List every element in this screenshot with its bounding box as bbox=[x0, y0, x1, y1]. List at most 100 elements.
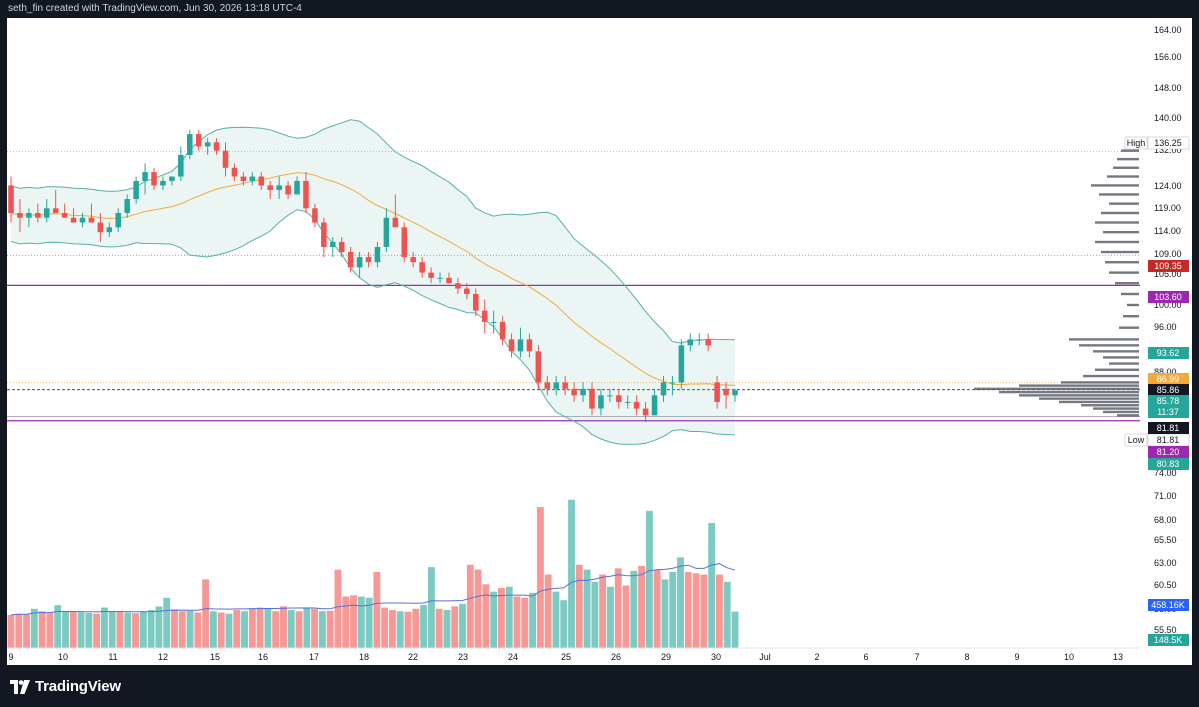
candle-body bbox=[526, 339, 533, 352]
volume-bar bbox=[498, 587, 505, 648]
candle-body bbox=[580, 388, 586, 396]
volume-bar bbox=[54, 605, 62, 648]
time-tick-label: 30 bbox=[711, 652, 721, 662]
candle-body bbox=[678, 345, 685, 383]
candle-body bbox=[347, 252, 354, 268]
volume-profile-bar bbox=[1105, 261, 1139, 264]
candle-body bbox=[732, 390, 738, 396]
price-label-box bbox=[1148, 347, 1189, 359]
candle-body bbox=[43, 208, 50, 218]
time-tick-label: 24 bbox=[508, 652, 518, 662]
volume-profile-bar bbox=[974, 387, 1139, 391]
volume-bar bbox=[303, 607, 311, 648]
bollinger-upper-line bbox=[10, 119, 736, 344]
volume-bar bbox=[692, 573, 700, 648]
volume-bar bbox=[342, 596, 350, 648]
volume-bar bbox=[583, 569, 591, 648]
candle-body bbox=[651, 395, 658, 416]
volume-bar bbox=[505, 586, 513, 648]
candle-body bbox=[383, 217, 390, 247]
volume-profile-bar bbox=[1061, 381, 1139, 384]
volume-bar bbox=[357, 596, 365, 648]
volume-bar bbox=[85, 612, 93, 648]
time-tick-label: 29 bbox=[661, 652, 671, 662]
volume-profile-bar bbox=[1059, 400, 1139, 404]
volume-bar bbox=[536, 507, 544, 648]
volume-profile-bar bbox=[1123, 315, 1139, 318]
volume-bar bbox=[412, 608, 420, 648]
price-scale-bg bbox=[1140, 18, 1192, 665]
volume-bar bbox=[708, 523, 716, 648]
brand[interactable]: TradingView bbox=[10, 678, 121, 695]
chart-panel[interactable]: 9 10 11 12 15 16 17 18 22 23 24 25 26 29 30 Jul 2 6 7 8 9 10 1… bbox=[7, 18, 1192, 665]
candle-body bbox=[356, 257, 363, 268]
volume-bar bbox=[474, 569, 482, 648]
price-label-box bbox=[1148, 458, 1189, 470]
candle-body bbox=[633, 401, 640, 409]
candles bbox=[8, 129, 738, 423]
candle-body bbox=[535, 351, 542, 383]
volume-bar bbox=[552, 591, 560, 648]
volume-profile-bar bbox=[1115, 281, 1139, 285]
candle-body bbox=[142, 172, 148, 181]
volume-bar bbox=[311, 608, 319, 648]
price-label-box bbox=[1148, 260, 1189, 272]
volume-profile-bar bbox=[1103, 356, 1139, 359]
volume-bar bbox=[256, 607, 264, 648]
time-tick-label: 11 bbox=[108, 652, 117, 662]
brand-name: TradingView bbox=[35, 678, 121, 695]
candle-body bbox=[553, 382, 560, 389]
candle-body bbox=[204, 142, 211, 147]
volume-profile-bar bbox=[1083, 374, 1139, 378]
volume-profile-bar bbox=[1107, 175, 1139, 178]
candle-body bbox=[714, 382, 720, 402]
candle-body bbox=[410, 257, 416, 263]
candle-body bbox=[446, 277, 452, 284]
volume-bar bbox=[209, 611, 217, 648]
price-label-text: 81.20 bbox=[1157, 447, 1180, 457]
candle-body bbox=[437, 277, 443, 279]
price-label-text: 458.16K bbox=[1151, 600, 1185, 610]
price-label-box bbox=[1148, 446, 1189, 458]
volume-profile-bar bbox=[1121, 292, 1139, 296]
price-tick-label: 164.00 bbox=[1154, 25, 1182, 35]
volume-bar bbox=[645, 510, 653, 648]
candle-body bbox=[392, 217, 399, 228]
volume-profile-bar bbox=[1095, 221, 1139, 224]
candle-body bbox=[178, 154, 184, 177]
volume-bar bbox=[731, 611, 739, 648]
volume-profile-bar bbox=[1039, 397, 1139, 400]
candle-body bbox=[169, 176, 175, 181]
volume-bar bbox=[529, 592, 537, 648]
candle-body bbox=[499, 321, 506, 340]
volume-profile-bar bbox=[999, 390, 1139, 394]
bollinger-lower-line bbox=[10, 209, 736, 445]
volume-profile-bar bbox=[1019, 394, 1139, 397]
volume-bar bbox=[677, 557, 684, 648]
volume-bar bbox=[334, 569, 342, 648]
volume-bar bbox=[194, 612, 202, 648]
price-label-text: 86.99 bbox=[1157, 374, 1180, 384]
volume-bar bbox=[77, 612, 85, 648]
volume-bar bbox=[264, 608, 272, 648]
volume-profile bbox=[974, 141, 1139, 417]
time-tick-label: 10 bbox=[58, 652, 68, 662]
time-tick-label: 9 bbox=[1014, 652, 1019, 662]
time-tick-label: 7 bbox=[914, 652, 919, 662]
volume-bar bbox=[248, 608, 256, 648]
volume-profile-bar bbox=[1109, 362, 1139, 365]
volume-profile-bar bbox=[1121, 149, 1139, 152]
volume-bar bbox=[451, 606, 459, 648]
price-label-box bbox=[1148, 384, 1189, 396]
chart-canvas[interactable]: 9 10 11 12 15 16 17 18 22 23 24 25 26 29 30 Jul 2 6 7 8 9 10 1… bbox=[7, 18, 1192, 665]
volume-bar bbox=[568, 499, 575, 648]
volume-profile-bar bbox=[1113, 166, 1139, 169]
volume-profile-bar bbox=[1095, 368, 1139, 371]
price-tick-label: 119.00 bbox=[1154, 203, 1181, 213]
volume-bar bbox=[62, 611, 69, 648]
volume-bar bbox=[482, 584, 490, 648]
volume-profile-bar bbox=[1127, 303, 1139, 307]
volume-bar bbox=[326, 610, 334, 648]
candle-body bbox=[562, 382, 568, 389]
volume-bar bbox=[622, 585, 630, 648]
